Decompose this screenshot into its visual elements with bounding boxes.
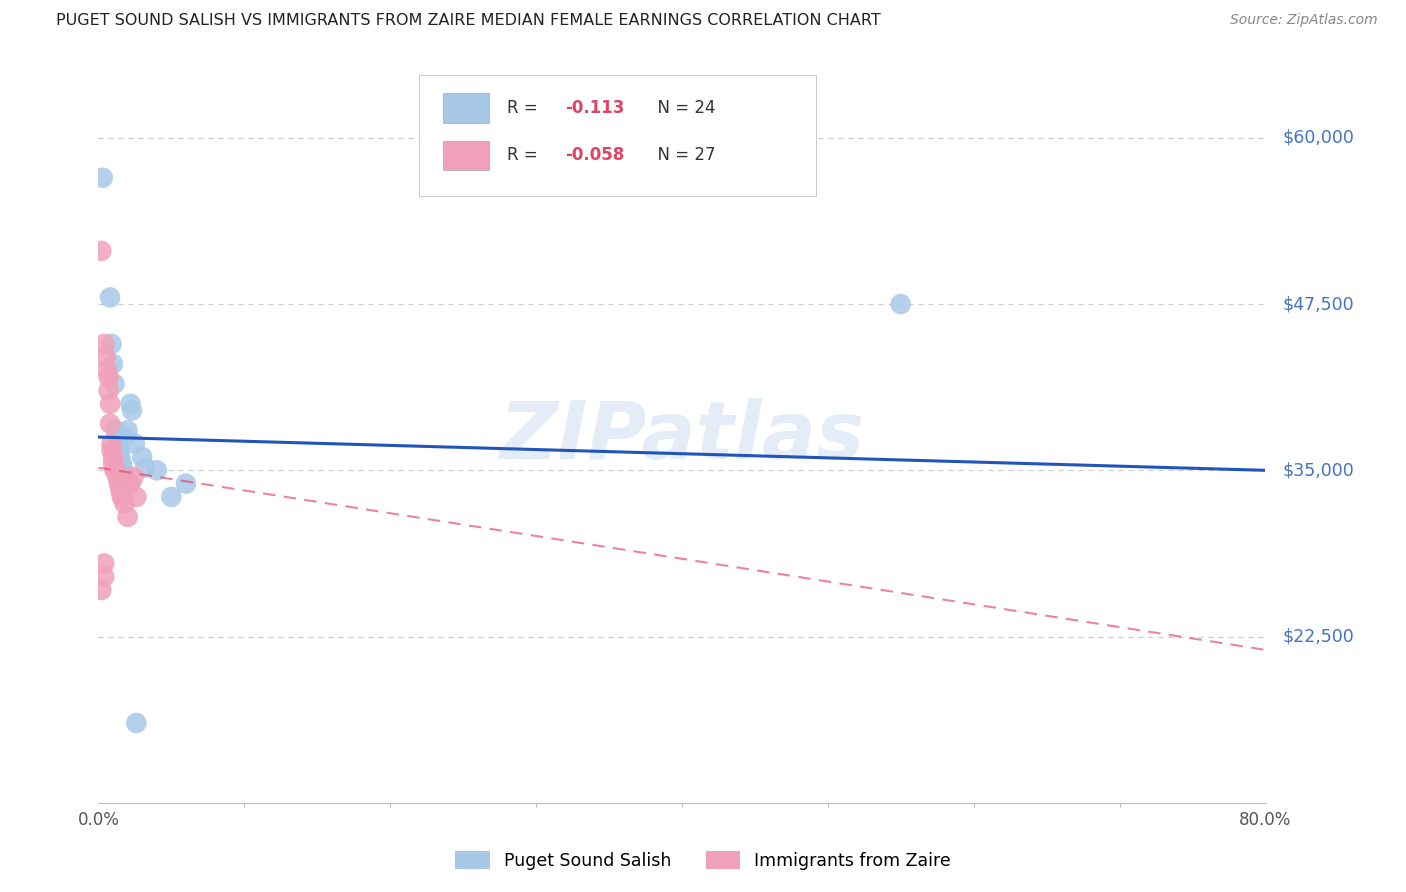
Point: [112, 490, 135, 504]
Point: [108, 476, 131, 491]
Point: [125, 716, 148, 731]
Point: [104, 424, 127, 438]
Point: [101, 457, 124, 471]
Point: [120, 397, 142, 411]
Point: [100, 443, 122, 458]
Text: $22,500: $22,500: [1282, 628, 1354, 646]
Point: [174, 476, 197, 491]
Point: [120, 476, 142, 491]
Point: [110, 483, 132, 498]
Text: -0.113: -0.113: [565, 99, 624, 117]
Text: N = 27: N = 27: [647, 146, 716, 164]
Point: [101, 450, 124, 464]
Point: [103, 463, 125, 477]
Point: [110, 450, 132, 464]
Point: [112, 463, 135, 477]
FancyBboxPatch shape: [443, 141, 489, 170]
Text: Source: ZipAtlas.com: Source: ZipAtlas.com: [1230, 13, 1378, 28]
Point: [104, 463, 127, 477]
Point: [114, 470, 136, 484]
Point: [121, 403, 143, 417]
Point: [90, 244, 112, 258]
Point: [111, 457, 134, 471]
Point: [160, 490, 183, 504]
Point: [100, 337, 122, 351]
FancyBboxPatch shape: [419, 75, 815, 195]
Point: [98, 290, 121, 304]
Point: [93, 337, 115, 351]
Point: [96, 363, 118, 377]
Point: [122, 470, 145, 484]
Point: [101, 357, 124, 371]
Point: [890, 297, 912, 311]
Point: [93, 557, 115, 571]
Point: [111, 490, 134, 504]
Point: [131, 450, 153, 464]
Point: [105, 470, 128, 484]
Point: [108, 443, 131, 458]
FancyBboxPatch shape: [443, 94, 489, 122]
Point: [94, 351, 117, 365]
Point: [98, 397, 121, 411]
Point: [91, 170, 114, 185]
Point: [117, 509, 139, 524]
Text: $60,000: $60,000: [1282, 128, 1355, 147]
Point: [97, 370, 120, 384]
Text: N = 24: N = 24: [647, 99, 716, 117]
Point: [103, 376, 125, 391]
Point: [100, 436, 122, 450]
Text: ZIPatlas: ZIPatlas: [499, 398, 865, 476]
Point: [124, 436, 146, 450]
Text: PUGET SOUND SALISH VS IMMIGRANTS FROM ZAIRE MEDIAN FEMALE EARNINGS CORRELATION C: PUGET SOUND SALISH VS IMMIGRANTS FROM ZA…: [56, 13, 882, 29]
Point: [114, 430, 136, 444]
Point: [105, 436, 128, 450]
Point: [146, 463, 169, 477]
Point: [93, 570, 115, 584]
Point: [117, 424, 139, 438]
Text: $35,000: $35,000: [1282, 461, 1354, 479]
Text: $47,500: $47,500: [1282, 295, 1354, 313]
Point: [114, 497, 136, 511]
Text: -0.058: -0.058: [565, 146, 624, 164]
Legend: Puget Sound Salish, Immigrants from Zaire: Puget Sound Salish, Immigrants from Zair…: [446, 843, 960, 879]
Point: [97, 384, 120, 398]
Text: R =: R =: [506, 146, 543, 164]
Text: R =: R =: [506, 99, 543, 117]
Point: [125, 490, 148, 504]
Point: [134, 460, 156, 475]
Point: [98, 417, 121, 431]
Point: [90, 582, 112, 597]
